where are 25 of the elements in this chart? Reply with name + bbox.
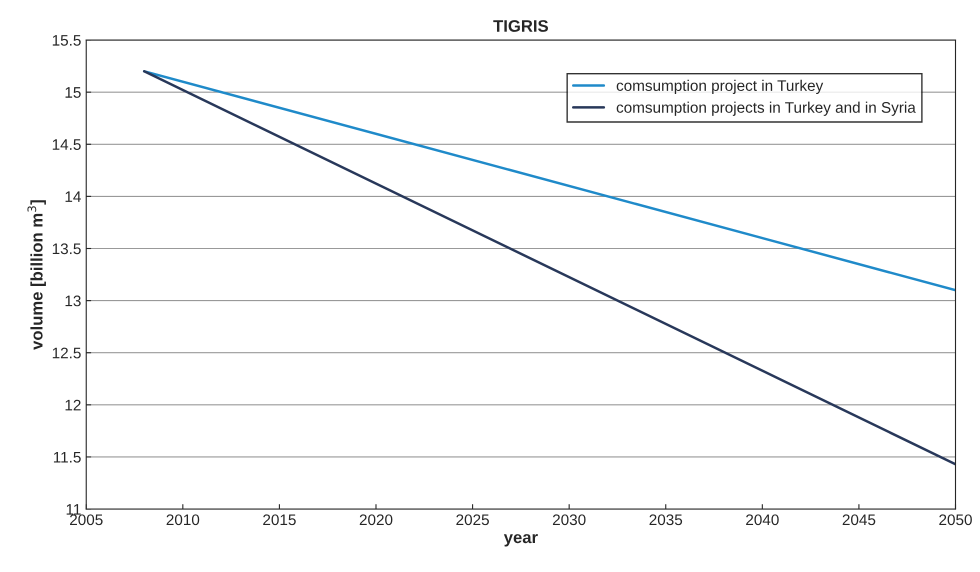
x-tick-label: 2050 [939,514,972,526]
x-tick-label: 2025 [456,514,489,526]
x-tick-label: 2015 [263,514,296,526]
y-tick-label: 15 [66,87,81,98]
y-tick-label: 14 [66,191,81,202]
y-tick-label: 14.5 [52,139,81,150]
x-tick-label: 2035 [650,514,682,526]
legend-label: comsumption project in Turkey [616,80,824,94]
x-tick-label: 2020 [360,514,392,526]
y-tick-label: 13 [66,295,81,306]
x-tick-label: 2005 [70,514,103,526]
y-tick-label: 11.5 [54,452,81,463]
x-axis-title: year [504,534,538,546]
x-tick-label: 2040 [746,514,779,526]
legend-label: comsumption projects in Turkey and in Syria [616,102,916,116]
y-tick-label: 13.5 [52,243,81,254]
y-tick-label: 12 [66,400,81,410]
y-axis-title: volume [billion m$^{3}$] [27,200,46,350]
y-tick-label: 15.5 [52,35,81,46]
x-tick-label: 2030 [552,514,586,526]
x-tick-label: 2045 [842,514,876,526]
y-tick-label: 12.5 [52,348,81,358]
chart-title: TIGRIS [493,20,548,32]
x-tick-label: 2010 [166,514,200,526]
y-tick-label: 11 [66,504,81,515]
